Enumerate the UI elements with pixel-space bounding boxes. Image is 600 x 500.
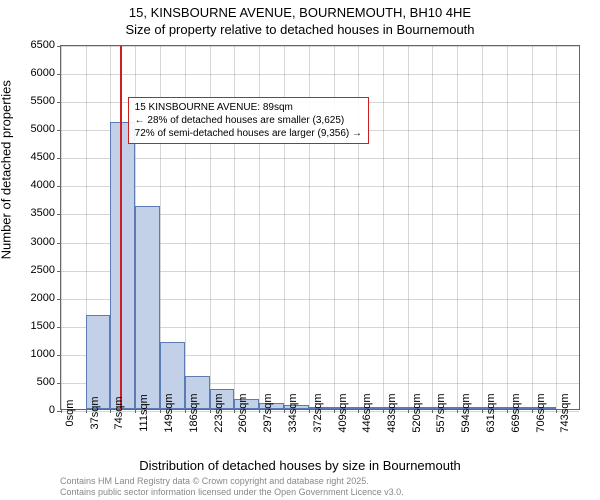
histogram-bar (110, 122, 135, 410)
xtick-label: 186sqm (188, 393, 200, 432)
xtick-label: 520sqm (411, 393, 423, 432)
xtick-mark (110, 409, 111, 413)
ytick-label: 0 (15, 404, 55, 416)
xtick-mark (358, 409, 359, 413)
ytick-label: 5000 (15, 123, 55, 135)
xtick-label: 223sqm (213, 393, 225, 432)
xtick-label: 372sqm (312, 393, 324, 432)
xtick-mark (160, 409, 161, 413)
ytick-label: 1500 (15, 320, 55, 332)
xtick-mark (383, 409, 384, 413)
gridline-vertical (61, 46, 62, 409)
ytick-label: 1000 (15, 348, 55, 360)
gridline-vertical (408, 46, 409, 409)
footer-attribution: Contains HM Land Registry data © Crown c… (60, 476, 404, 498)
xtick-label: 706sqm (535, 393, 547, 432)
xtick-mark (210, 409, 211, 413)
histogram-bar (86, 315, 111, 409)
xtick-label: 149sqm (163, 393, 175, 432)
chart-title-line2: Size of property relative to detached ho… (0, 22, 600, 37)
y-axis-label: Number of detached properties (0, 80, 14, 259)
annotation-line1: 15 KINSBOURNE AVENUE: 89sqm (135, 101, 362, 114)
gridline-vertical (532, 46, 533, 409)
gridline-vertical (432, 46, 433, 409)
plot-area: 15 KINSBOURNE AVENUE: 89sqm← 28% of deta… (60, 45, 580, 410)
gridline-vertical (507, 46, 508, 409)
footer-line2: Contains public sector information licen… (60, 487, 404, 498)
xtick-label: 409sqm (337, 393, 349, 432)
xtick-mark (61, 409, 62, 413)
ytick-label: 2500 (15, 264, 55, 276)
histogram-bar (135, 206, 160, 409)
gridline-vertical (482, 46, 483, 409)
annotation-line3: 72% of semi-detached houses are larger (… (135, 127, 362, 140)
gridline-horizontal (61, 74, 579, 75)
gridline-vertical (556, 46, 557, 409)
xtick-label: 557sqm (435, 393, 447, 432)
ytick-label: 500 (15, 376, 55, 388)
xtick-mark (507, 409, 508, 413)
xtick-label: 297sqm (262, 393, 274, 432)
xtick-mark (556, 409, 557, 413)
xtick-mark (284, 409, 285, 413)
ytick-label: 4500 (15, 151, 55, 163)
xtick-mark (185, 409, 186, 413)
ytick-label: 4000 (15, 179, 55, 191)
annotation-box: 15 KINSBOURNE AVENUE: 89sqm← 28% of deta… (128, 97, 369, 144)
xtick-mark (234, 409, 235, 413)
xtick-label: 260sqm (237, 393, 249, 432)
xtick-label: 743sqm (559, 393, 571, 432)
gridline-horizontal (61, 46, 579, 47)
ytick-label: 6500 (15, 39, 55, 51)
xtick-mark (408, 409, 409, 413)
xtick-mark (432, 409, 433, 413)
xtick-mark (457, 409, 458, 413)
reference-line (120, 46, 122, 409)
xtick-mark (482, 409, 483, 413)
gridline-horizontal (61, 186, 579, 187)
xtick-mark (532, 409, 533, 413)
gridline-vertical (457, 46, 458, 409)
xtick-label: 446sqm (361, 393, 373, 432)
gridline-vertical (383, 46, 384, 409)
xtick-label: 594sqm (460, 393, 472, 432)
xtick-label: 669sqm (510, 393, 522, 432)
ytick-label: 5500 (15, 95, 55, 107)
xtick-label: 631sqm (485, 393, 497, 432)
xtick-label: 37sqm (89, 396, 101, 429)
xtick-mark (135, 409, 136, 413)
xtick-mark (309, 409, 310, 413)
xtick-label: 483sqm (386, 393, 398, 432)
xtick-label: 0sqm (64, 400, 76, 427)
xtick-label: 74sqm (113, 396, 125, 429)
ytick-label: 6000 (15, 67, 55, 79)
footer-line1: Contains HM Land Registry data © Crown c… (60, 476, 404, 487)
xtick-mark (86, 409, 87, 413)
xtick-label: 111sqm (138, 394, 150, 432)
ytick-label: 2000 (15, 292, 55, 304)
xtick-mark (334, 409, 335, 413)
gridline-horizontal (61, 158, 579, 159)
xtick-label: 334sqm (287, 393, 299, 432)
xtick-mark (259, 409, 260, 413)
ytick-label: 3500 (15, 207, 55, 219)
ytick-label: 3000 (15, 236, 55, 248)
annotation-line2: ← 28% of detached houses are smaller (3,… (135, 114, 362, 127)
x-axis-label: Distribution of detached houses by size … (0, 458, 600, 473)
chart-title-line1: 15, KINSBOURNE AVENUE, BOURNEMOUTH, BH10… (0, 5, 600, 20)
